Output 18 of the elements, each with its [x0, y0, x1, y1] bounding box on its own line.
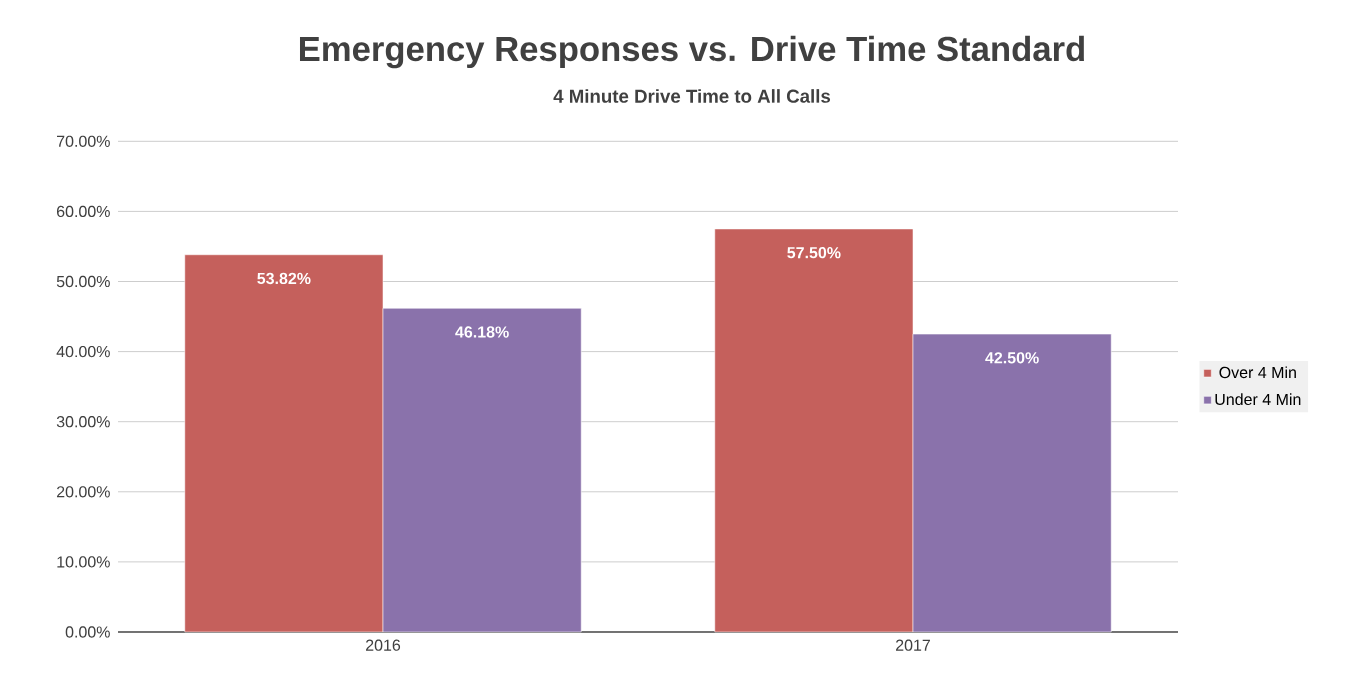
y-tick-label: 30.00%: [56, 416, 110, 428]
x-tick-label: 2016: [366, 639, 401, 651]
y-tick-label: 50.00%: [56, 275, 110, 288]
y-tick-label: 70.00%: [57, 135, 110, 147]
chart-title: Emergency Responses vs. Drive Time Standard: [299, 35, 1084, 69]
y-tick-label: 10.00%: [57, 556, 110, 568]
legend-label: Over 4 Min: [1219, 366, 1296, 379]
chart-subtitle: 4 Minute Drive Time to All Calls: [553, 89, 831, 103]
data-label: 42.50%: [985, 352, 1039, 364]
data-label: 53.82%: [257, 272, 311, 285]
y-tick-label: 0.00%: [65, 626, 110, 638]
legend-label: Under 4 Min: [1215, 393, 1301, 406]
y-tick-label: 40.00%: [56, 345, 110, 358]
data-label: 46.18%: [455, 326, 509, 338]
x-tick-label: 2017: [896, 639, 930, 651]
y-tick-label: 60.00%: [57, 205, 110, 218]
data-label: 57.50%: [787, 246, 841, 259]
y-tick-label: 20.00%: [56, 486, 110, 498]
